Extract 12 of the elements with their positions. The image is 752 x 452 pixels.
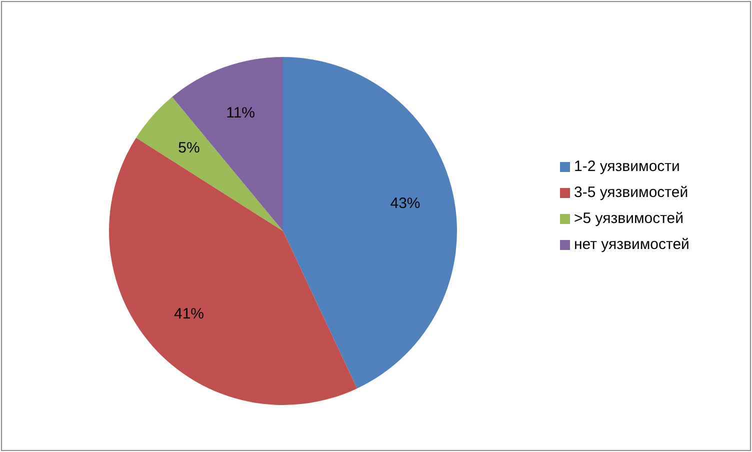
legend-label: 1-2 уязвимости <box>574 158 680 175</box>
data-label: 11% <box>226 104 256 122</box>
pie-slice <box>283 57 457 388</box>
pie-slice <box>136 96 283 231</box>
legend-label: нет уязвимостей <box>574 236 690 253</box>
data-label: 43% <box>390 195 420 212</box>
data-label: 5% <box>178 140 200 157</box>
legend-label: 3-5 уязвимостей <box>574 184 688 201</box>
pie-slice <box>172 57 283 231</box>
data-label: 41% <box>174 305 204 322</box>
legend-label: >5 уязвимостей <box>574 210 684 227</box>
pie-slice <box>109 138 358 405</box>
